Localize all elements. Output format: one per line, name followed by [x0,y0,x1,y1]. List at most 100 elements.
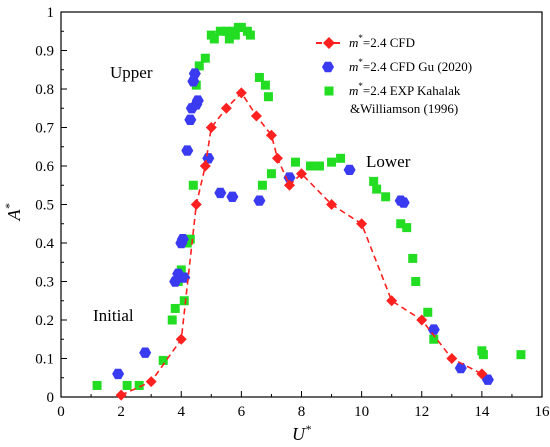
data-point [112,368,125,380]
data-point [402,223,412,233]
data-point [290,157,300,167]
axis-ticks: 0 2 4 6 8 10 12 14 16 0 0.1 0.2 0.3 0.4 0.5 0.6 0.7 0.8 0.… [35,5,550,420]
annotation-lower: Lower [366,152,411,171]
data-point [446,353,458,364]
series-square [92,22,526,390]
data-point [250,110,262,122]
data-point [145,376,157,388]
annotation-upper: Upper [110,63,153,82]
data-point [386,295,398,307]
data-point [215,26,225,36]
data-point [158,355,168,365]
x-tick-label: 14 [474,404,490,420]
data-point [235,87,247,99]
data-point [296,168,307,180]
data-point [184,114,197,125]
data-point [408,253,418,263]
y-tick-label: 1 [47,5,55,21]
data-point [220,102,232,114]
y-tick-label: 0.3 [35,275,54,291]
data-point [265,129,277,141]
y-axis-title-sup: * [2,204,16,210]
data-point [423,307,433,317]
data-point [369,176,379,186]
data-point [429,334,439,344]
data-point [327,157,337,167]
data-point [175,333,187,345]
legend: m*=2.4 CFD m*=2.4 CFD Gu (2020) m*=2.4 E… [316,33,472,116]
legend-item-exp: m*=2.4 EXP Kahalak &Williamson (1996) [324,81,461,116]
data-point [372,184,382,194]
data-point [167,315,177,325]
data-point [92,380,102,390]
data-point [381,192,391,202]
data-point [454,362,467,374]
x-tick-label: 8 [298,404,306,420]
data-point [181,145,194,156]
legend-marker-exp [324,86,334,96]
data-point [356,218,368,230]
data-point [266,169,276,179]
data-point [176,234,189,245]
data-point [260,80,270,90]
data-point [170,303,180,313]
data-point [226,191,239,202]
data-point [271,152,283,164]
y-tick-label: 0.8 [35,82,54,98]
data-point [185,234,195,244]
data-point [236,22,246,32]
annotation-initial: Initial [93,306,134,325]
data-point [411,277,421,286]
x-tick-label: 10 [354,404,369,420]
x-axis-title: U* [292,422,311,444]
data-point [115,389,127,401]
legend-item-cfd-gu: m*=2.4 CFD Gu (2020) [322,57,472,74]
x-tick-label: 16 [535,404,550,420]
data-point [257,180,267,190]
x-tick-label: 12 [414,404,429,420]
y-tick-label: 0 [47,390,55,406]
data-point [134,380,144,390]
data-point [179,296,189,306]
data-point [199,160,211,172]
legend-label-cfd: m*=2.4 CFD [349,33,415,50]
legend-label-cfd-gu: m*=2.4 CFD Gu (2020) [349,57,472,74]
series-hexagon [112,68,494,385]
data-point [253,195,266,206]
data-point [200,53,210,63]
data-point [397,197,410,208]
data-point [263,92,273,102]
data-point [336,153,346,163]
data-point [139,347,152,358]
data-point [283,179,295,191]
y-tick-label: 0.2 [35,313,54,329]
data-point [194,61,204,71]
series-layer [92,22,526,401]
data-point [221,26,231,36]
data-point [416,314,428,326]
data-point [191,95,204,106]
x-tick-label: 4 [178,404,186,420]
data-point [230,30,240,40]
data-point [214,187,227,199]
y-tick-label: 0.5 [35,198,54,214]
data-point [306,161,316,171]
data-point [476,368,488,380]
data-point [343,164,356,175]
data-point [224,34,234,44]
legend-marker-cfd [323,37,335,49]
series-diamond [115,87,488,401]
y-axis-title: A* [2,204,24,222]
data-point [122,380,132,390]
x-axis-title-sup: * [305,422,311,436]
data-point [245,30,255,40]
data-point [205,122,217,133]
data-point [478,350,488,360]
data-point [188,180,198,190]
data-point [481,374,494,385]
data-point [326,199,338,210]
series-line [120,91,483,396]
data-point [315,161,325,171]
y-tick-label: 0.1 [35,352,54,368]
